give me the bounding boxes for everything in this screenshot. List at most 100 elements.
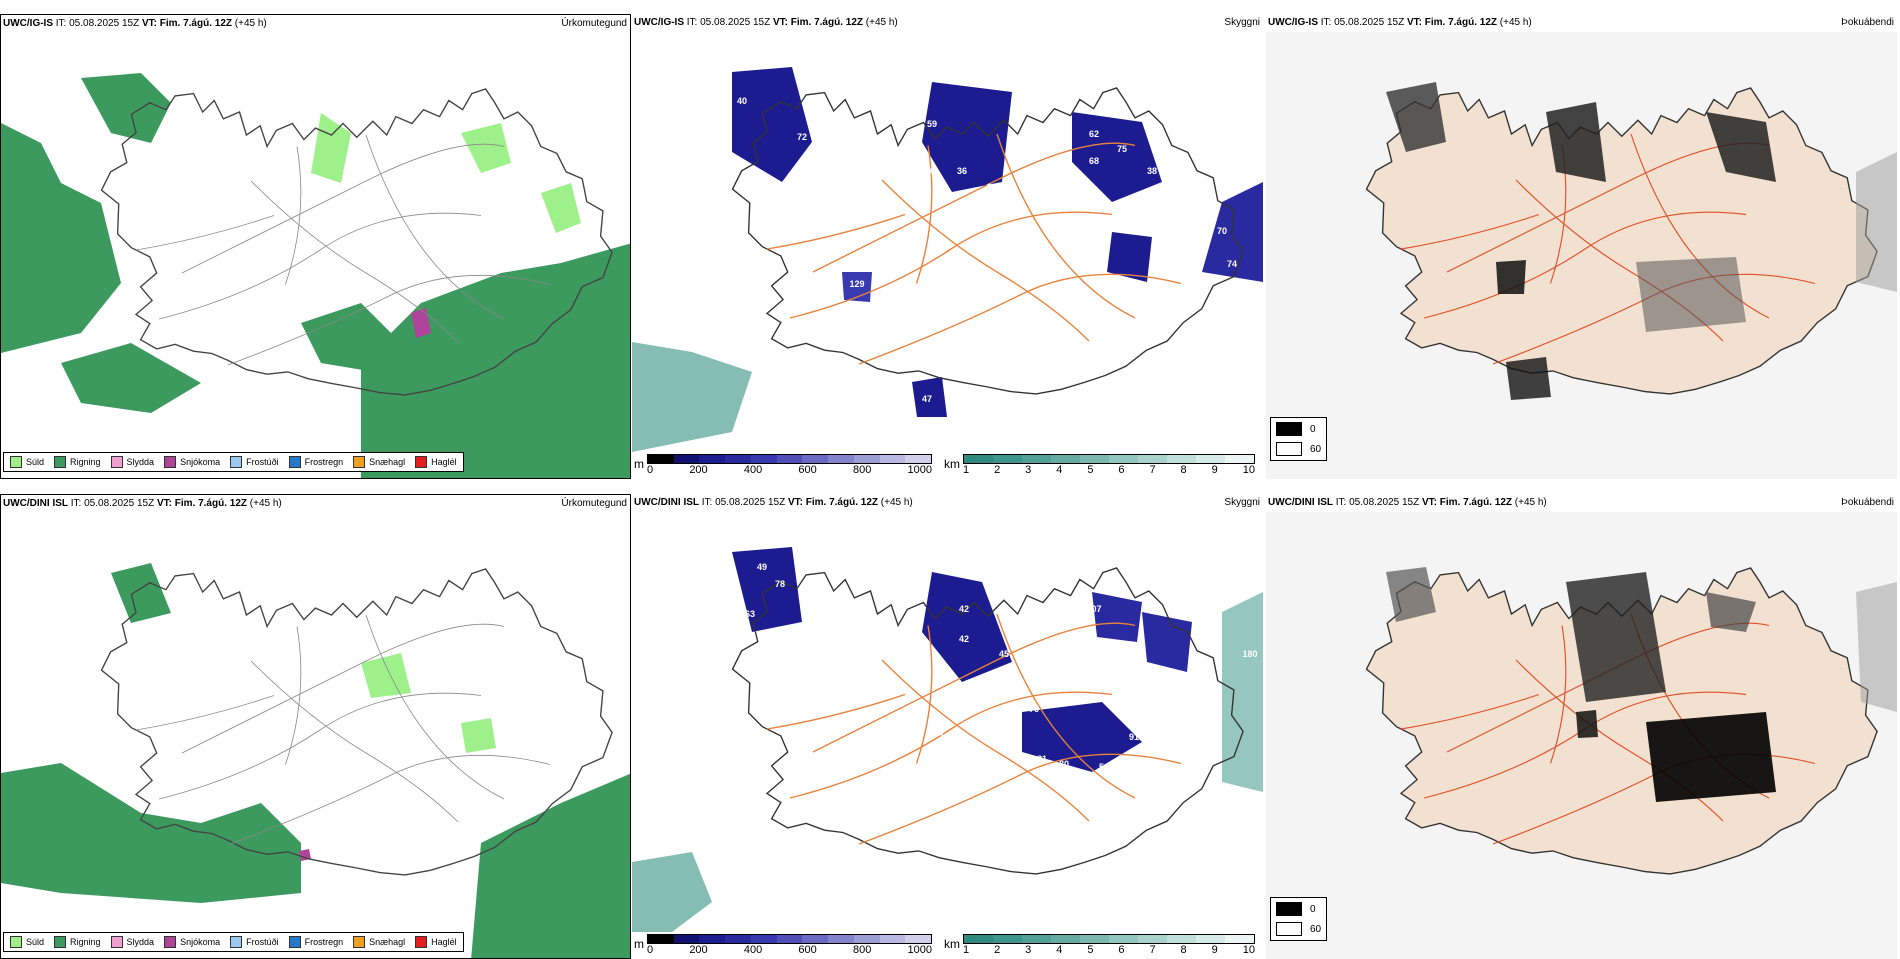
colorbar-tick: 6 — [1118, 464, 1125, 476]
ceiling-value-label: 80 — [759, 179, 769, 189]
fog-area — [1546, 102, 1606, 182]
precip-legend: Súld Rigning Slydda Snjókoma Frostúði Fr… — [3, 452, 464, 472]
colorbar-tick: 1 — [963, 944, 970, 956]
ceiling-value-label: 76 — [1029, 704, 1039, 714]
colorbar-cell — [750, 935, 777, 943]
colorbar-tick: 2 — [994, 944, 1001, 956]
panel-title: Þokuábendi — [1841, 17, 1894, 28]
model-name: UWC/IG-IS — [634, 17, 684, 28]
drizzle-area — [461, 123, 511, 173]
ceiling-value-label: 45 — [999, 649, 1009, 659]
legend-item: Frostregn — [288, 456, 343, 468]
ceiling-value-label: 15 — [1005, 182, 1015, 192]
fog-swatch-dark — [1276, 422, 1302, 436]
colorbar-tick: 200 — [689, 464, 708, 476]
colorbar-cell — [673, 935, 700, 943]
fog-map — [1266, 512, 1897, 959]
colorbar-cell — [725, 455, 751, 463]
drizzle-swatch — [10, 456, 22, 468]
freezing-drizzle-swatch — [230, 456, 243, 468]
colorbar-cell — [648, 455, 674, 463]
colorbar-tick: 0 — [647, 944, 654, 956]
vt-label: VT: — [787, 497, 803, 508]
colorbar-tick: 5 — [1087, 464, 1094, 476]
legend-label: Slydda — [126, 457, 155, 467]
ceiling-labels: 49 78 63 42 42 45 53 76 107 78 180 109 81 80 51 95 91 37 — [745, 562, 1258, 796]
lead-time: (+45 h) — [249, 498, 282, 509]
fog-area — [1706, 112, 1776, 182]
freezing-rain-swatch — [288, 936, 301, 948]
colorbar-cell — [964, 935, 993, 943]
vt-value: Fim. 7.ágú. 12Z — [159, 18, 232, 29]
panel-header: UWC/IG-IS IT: 05.08.2025 15Z VT: Fim. 7.… — [634, 17, 898, 28]
colorbar-cell — [1196, 455, 1225, 463]
legend-label: Súld — [26, 457, 45, 467]
colorbar-tick: 5 — [1087, 944, 1094, 956]
precip-panel-ig: UWC/IG-IS IT: 05.08.2025 15Z VT: Fim. 7.… — [0, 14, 631, 479]
vt-label: VT: — [1421, 497, 1437, 508]
fog-area — [1566, 572, 1666, 702]
fog-swatch-light — [1276, 922, 1302, 936]
rain-area — [1, 123, 121, 353]
it-value: 05.08.2025 15Z — [84, 498, 155, 509]
snow-pellets-swatch — [353, 456, 366, 468]
fog-area — [1506, 357, 1551, 400]
sleet-swatch — [110, 936, 123, 948]
legend-label: Frostregn — [304, 937, 344, 947]
colorbar-cell — [828, 935, 854, 943]
legend-item: Snæhagl — [353, 456, 405, 468]
colorbar-ticks: 1 2 3 4 5 6 7 8 9 10 — [963, 944, 1255, 956]
colorbar-cell — [673, 455, 700, 463]
ceiling-value-label: 42 — [959, 604, 969, 614]
legend-label: Haglél — [431, 937, 457, 947]
ceiling-value-label: 80 — [1059, 759, 1069, 769]
colorbar-cell — [993, 455, 1022, 463]
lead-time: (+45 h) — [1514, 497, 1547, 508]
ceiling-value-label: 58 — [1149, 189, 1159, 199]
panel-title: Skyggni — [1224, 497, 1260, 508]
low-visibility-area — [1222, 592, 1263, 792]
ceiling-value-label: 36 — [957, 166, 967, 176]
rain-area — [61, 343, 201, 413]
colorbar-tick: 7 — [1149, 464, 1156, 476]
fog-map — [1266, 32, 1897, 479]
ceiling-value-label: 55 — [757, 194, 767, 204]
colorbar-tick: 8 — [1180, 944, 1187, 956]
drizzle-area — [541, 183, 581, 233]
colorbar-tick: 10 — [1242, 464, 1255, 476]
fog-area — [1576, 710, 1598, 738]
low-visibility-area — [632, 342, 752, 452]
colorbar-cell — [1196, 935, 1225, 943]
colorbar-tick: 10 — [1242, 944, 1255, 956]
colorbar-cell — [1080, 455, 1109, 463]
colorbar-ticks: 1 2 3 4 5 6 7 8 9 10 — [963, 464, 1255, 476]
ceiling-value-label: 63 — [745, 609, 755, 619]
legend-item: Súld — [10, 936, 44, 948]
freezing-drizzle-swatch — [230, 936, 243, 948]
fog-area — [1386, 82, 1446, 152]
colorbar-cell — [905, 935, 932, 943]
colorbar-cell — [725, 935, 751, 943]
fog-panel-ig: UWC/IG-IS IT: 05.08.2025 15Z VT: Fim. 7.… — [1266, 14, 1897, 479]
colorbar-tick: 3 — [1025, 944, 1032, 956]
colorbar-cell — [776, 935, 803, 943]
vt-value: Fim. 7.ágú. 12Z — [805, 497, 878, 508]
ceiling-value-label: 75 — [1117, 144, 1127, 154]
lead-time: (+45 h) — [1499, 17, 1532, 28]
hail-swatch — [415, 936, 428, 948]
ceiling-value-label: 47 — [922, 394, 932, 404]
colorbar-cell — [905, 455, 932, 463]
legend-label: Frostúði — [246, 937, 279, 947]
legend-item: Frostúði — [230, 936, 279, 948]
it-label: IT: — [686, 17, 698, 28]
ceiling-value-label: 37 — [1117, 756, 1127, 766]
ceiling-value-label: 70 — [1217, 226, 1227, 236]
colorbar-cell — [853, 935, 880, 943]
legend-label: Slydda — [126, 937, 155, 947]
ceiling-labels: 65 40 51 72 75 80 55 59 40 36 90 15 72 62 75 68 38 58 39 70… — [689, 94, 1237, 404]
it-value: 05.08.2025 15Z — [700, 17, 771, 28]
visibility-colorbar: km 1 2 3 4 5 6 7 8 9 10 — [944, 454, 1262, 476]
vt-label: VT: — [141, 18, 157, 29]
panel-header: UWC/DINI ISL IT: 05.08.2025 15Z VT: Fim.… — [3, 498, 282, 509]
drizzle-area — [361, 653, 411, 698]
